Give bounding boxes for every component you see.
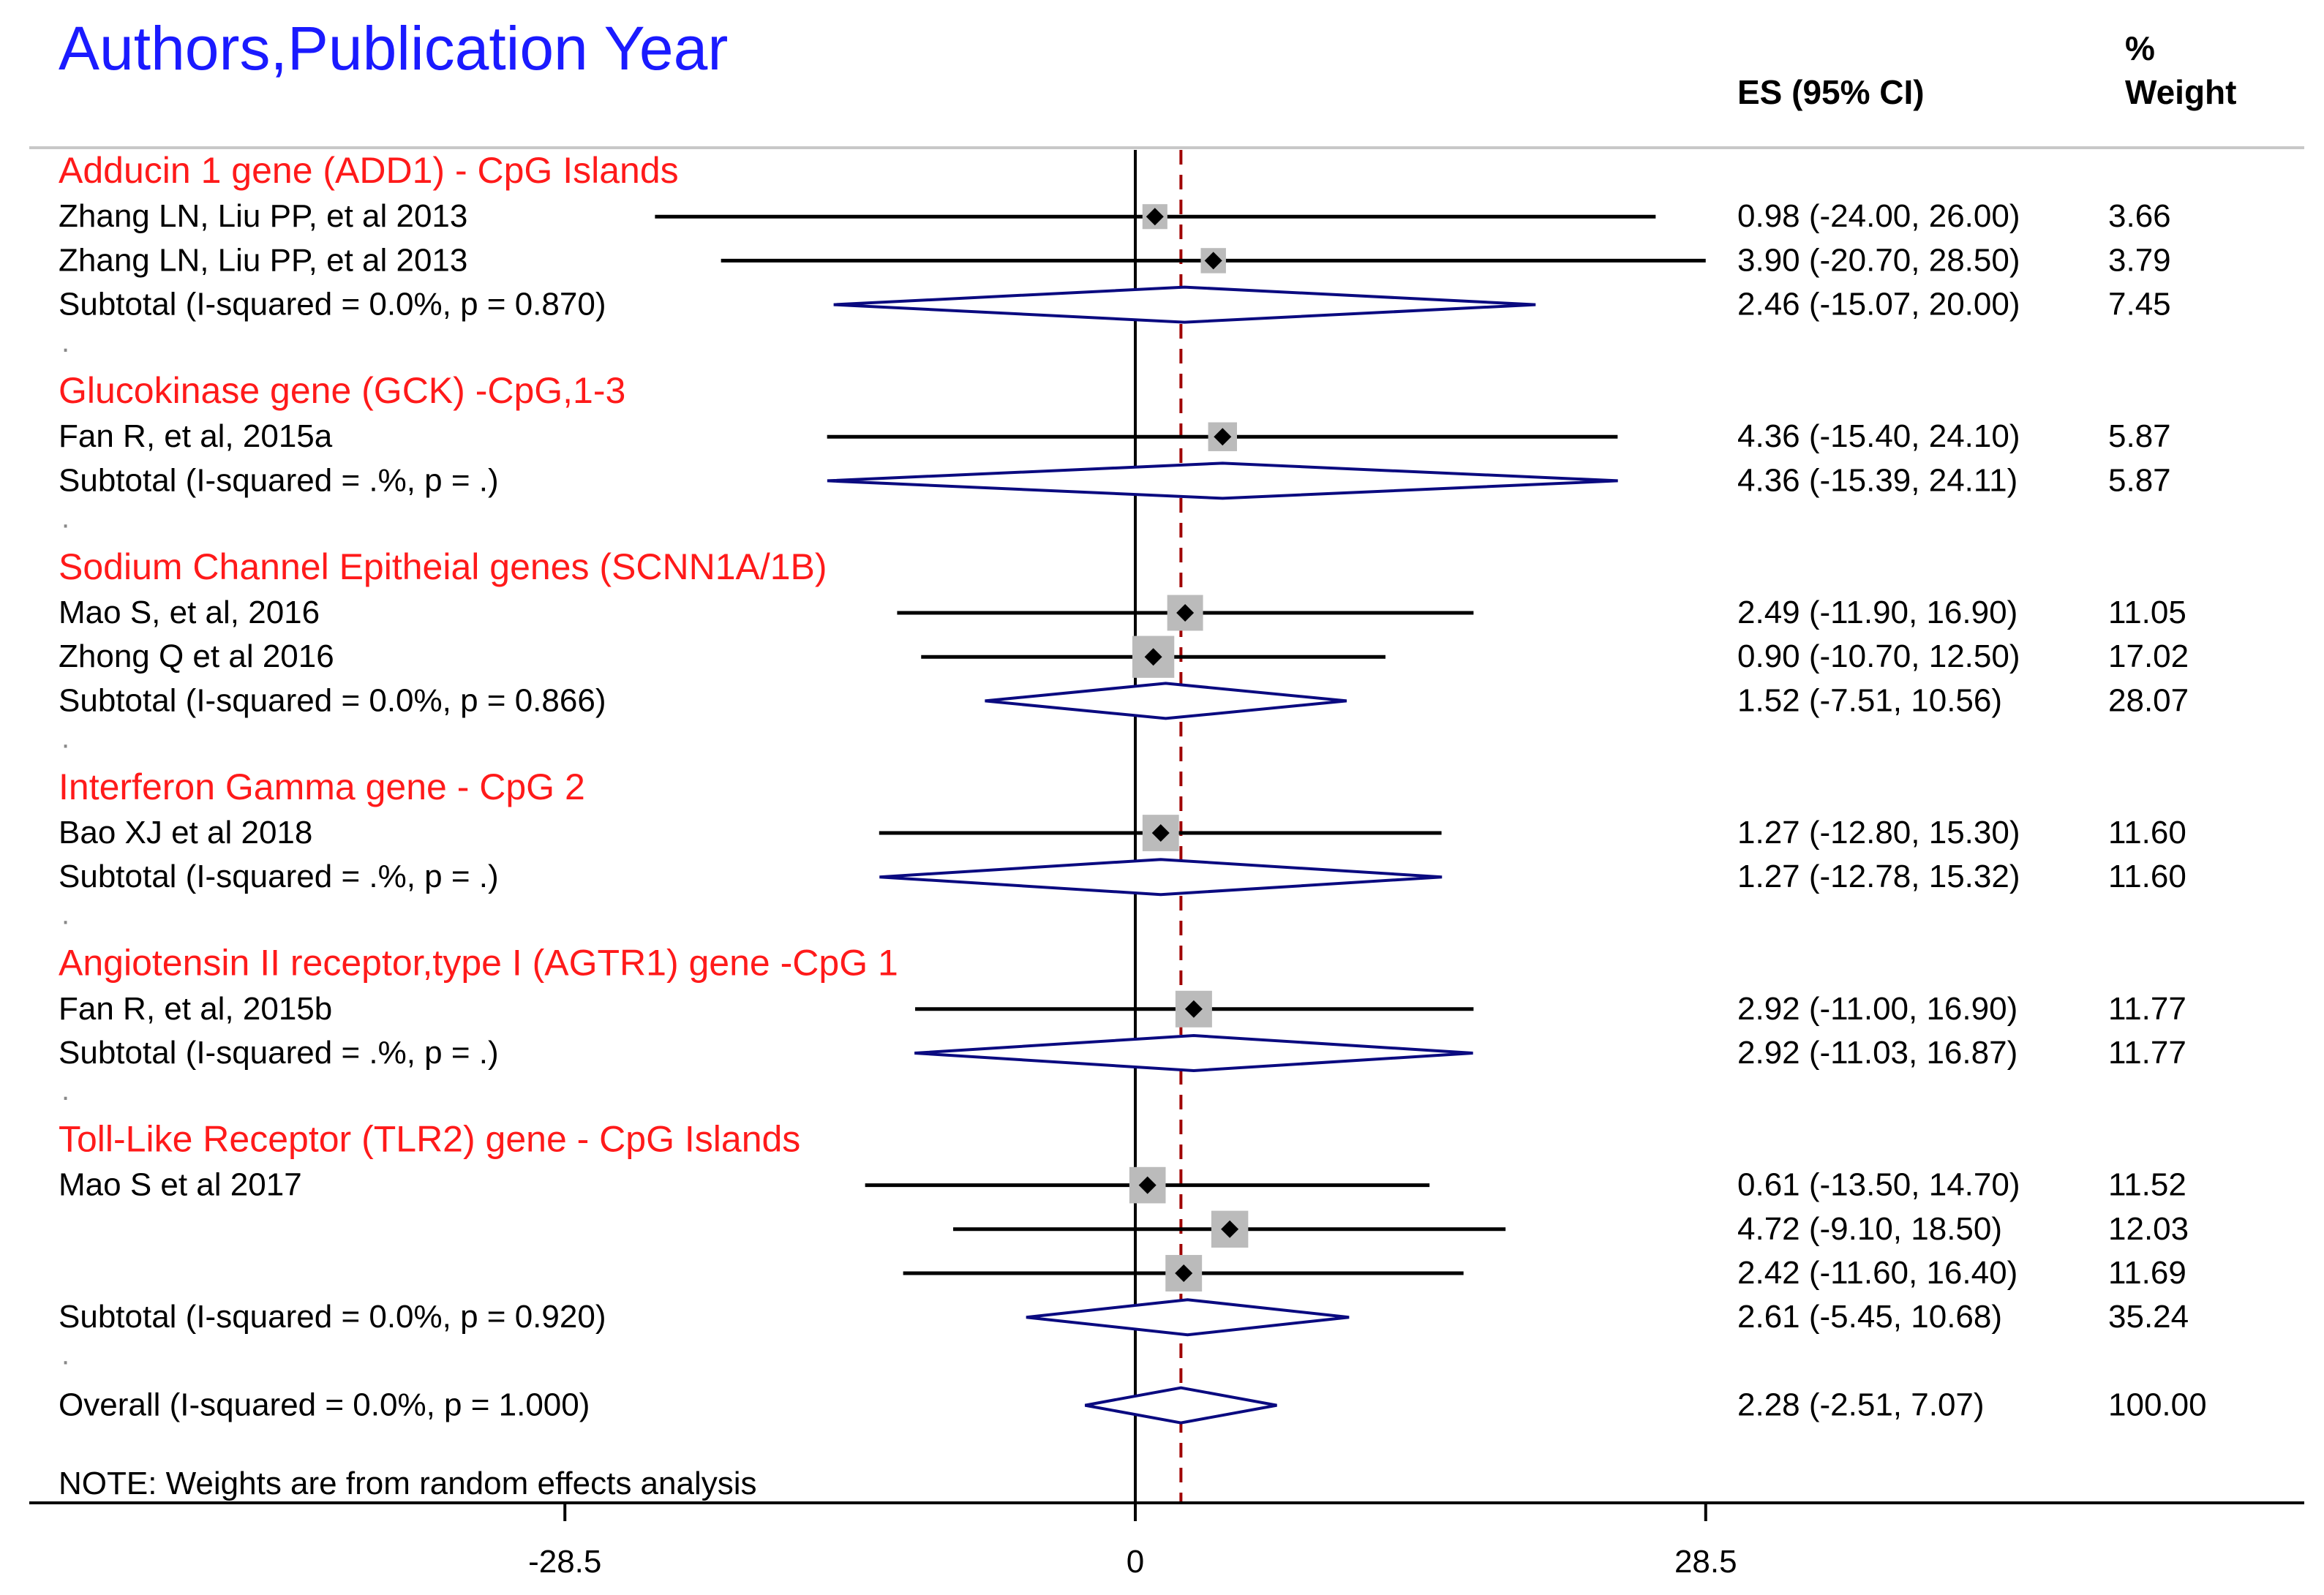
- weight-header-percent: %: [2125, 29, 2155, 67]
- study-es-ci-value: 0.98 (-24.00, 26.00): [1737, 198, 2020, 234]
- subtotal-diamond: [914, 1033, 1473, 1073]
- subtotal-weight-value: 28.07: [2108, 682, 2189, 718]
- weight-header-weight: Weight: [2125, 73, 2236, 111]
- study-label: Fan R, et al, 2015a: [59, 418, 333, 454]
- study-label: Zhong Q et al 2016: [59, 638, 334, 674]
- point-estimate-marker: [1151, 824, 1170, 842]
- subtotal-diamond: [1026, 1298, 1350, 1337]
- x-tick-label: 28.5: [1674, 1544, 1737, 1580]
- study-weight-value: 11.69: [2108, 1255, 2186, 1291]
- x-axis-ticks: -28.5 0 28.5: [528, 1503, 1737, 1580]
- rows-layer: Adducin 1 gene (ADD1) - CpG Islands Zhang…: [59, 150, 2207, 1425]
- subtotal-label: Subtotal (I-squared = 0.0%, p = 0.920): [59, 1299, 606, 1335]
- study-weight-value: 3.66: [2108, 198, 2171, 234]
- spacer-dot: .: [61, 326, 69, 358]
- point-estimate-marker: [1221, 1220, 1239, 1238]
- study-es-ci-value: 2.49 (-11.90, 16.90): [1737, 595, 2017, 630]
- study-label: Zhang LN, Liu PP, et al 2013: [59, 242, 467, 278]
- group-heading: Adducin 1 gene (ADD1) - CpG Islands: [59, 150, 679, 191]
- point-estimate-marker: [1175, 1264, 1193, 1282]
- study-label: Mao S, et al, 2016: [59, 595, 320, 630]
- subtotal-label: Subtotal (I-squared = 0.0%, p = 0.866): [59, 682, 606, 718]
- study-es-ci-value: 0.61 (-13.50, 14.70): [1737, 1167, 2020, 1203]
- study-weight-value: 5.87: [2108, 418, 2171, 454]
- point-estimate-marker: [1204, 252, 1222, 270]
- group-heading: Glucokinase gene (GCK) -CpG,1-3: [59, 370, 625, 411]
- study-weight-value: 11.52: [2108, 1167, 2186, 1203]
- subtotal-es-ci-value: 1.27 (-12.78, 15.32): [1737, 859, 2020, 894]
- study-label: Bao XJ et al 2018: [59, 815, 312, 851]
- subtotal-es-ci-value: 2.92 (-11.03, 16.87): [1737, 1035, 2017, 1071]
- study-es-ci-value: 3.90 (-20.70, 28.50): [1737, 242, 2020, 278]
- study-es-ci-value: 2.42 (-11.60, 16.40): [1737, 1255, 2017, 1291]
- subtotal-es-ci-value: 2.46 (-15.07, 20.00): [1737, 287, 2020, 323]
- x-tick-label: 0: [1127, 1544, 1144, 1580]
- study-es-ci-value: 4.72 (-9.10, 18.50): [1737, 1211, 2002, 1247]
- spacer-dot: .: [61, 898, 69, 930]
- overall-weight-value: 100.00: [2108, 1387, 2207, 1423]
- group-heading: Sodium Channel Epitheial genes (SCNN1A/1…: [59, 546, 827, 587]
- subtotal-label: Subtotal (I-squared = .%, p = .): [59, 1035, 499, 1071]
- subtotal-weight-value: 5.87: [2108, 462, 2171, 498]
- subtotal-label: Subtotal (I-squared = .%, p = .): [59, 462, 499, 498]
- group-heading: Toll-Like Receptor (TLR2) gene - CpG Isl…: [59, 1118, 800, 1159]
- study-es-ci-value: 0.90 (-10.70, 12.50): [1737, 638, 2020, 674]
- chart-title: Authors,Publication Year: [59, 14, 728, 83]
- point-estimate-marker: [1144, 648, 1162, 666]
- overall-label: Overall (I-squared = 0.0%, p = 1.000): [59, 1387, 590, 1423]
- subtotal-weight-value: 11.77: [2108, 1035, 2186, 1071]
- group-heading: Angiotensin II receptor,type I (AGTR1) g…: [59, 943, 898, 984]
- group-heading: Interferon Gamma gene - CpG 2: [59, 766, 585, 807]
- study-label: Fan R, et al, 2015b: [59, 991, 332, 1027]
- subtotal-diamond: [879, 858, 1443, 897]
- study-weight-value: 17.02: [2108, 638, 2189, 674]
- subtotal-weight-value: 35.24: [2108, 1299, 2189, 1335]
- subtotal-weight-value: 11.60: [2108, 859, 2186, 894]
- point-estimate-marker: [1146, 208, 1164, 226]
- study-weight-value: 3.79: [2108, 242, 2171, 278]
- overall-diamond: [1084, 1386, 1277, 1425]
- point-estimate-marker: [1176, 604, 1195, 622]
- overall-es-ci-value: 2.28 (-2.51, 7.07): [1737, 1387, 1985, 1423]
- spacer-dot: .: [61, 502, 69, 535]
- subtotal-label: Subtotal (I-squared = 0.0%, p = 0.870): [59, 287, 606, 323]
- point-estimate-marker: [1214, 428, 1232, 446]
- subtotal-weight-value: 7.45: [2108, 287, 2171, 323]
- study-weight-value: 11.60: [2108, 815, 2186, 851]
- subtotal-es-ci-value: 4.36 (-15.39, 24.11): [1737, 462, 2017, 498]
- point-estimate-marker: [1184, 1000, 1203, 1018]
- spacer-dot: .: [61, 1074, 69, 1106]
- es-column-header: ES (95% CI): [1737, 73, 1925, 111]
- weights-note: NOTE: Weights are from random effects an…: [59, 1466, 757, 1501]
- subtotal-label: Subtotal (I-squared = .%, p = .): [59, 859, 499, 894]
- study-weight-value: 11.77: [2108, 991, 2186, 1027]
- subtotal-diamond: [985, 682, 1347, 720]
- study-label: Mao S et al 2017: [59, 1167, 302, 1203]
- study-es-ci-value: 2.92 (-11.00, 16.90): [1737, 991, 2017, 1027]
- point-estimate-marker: [1138, 1176, 1157, 1194]
- subtotal-diamond: [827, 461, 1618, 500]
- study-weight-value: 12.03: [2108, 1211, 2189, 1247]
- subtotal-es-ci-value: 2.61 (-5.45, 10.68): [1737, 1299, 2002, 1335]
- study-es-ci-value: 1.27 (-12.80, 15.30): [1737, 815, 2020, 851]
- spacer-dot: .: [61, 723, 69, 755]
- spacer-dot: .: [61, 1338, 69, 1370]
- study-es-ci-value: 4.36 (-15.40, 24.10): [1737, 418, 2020, 454]
- subtotal-diamond: [833, 285, 1536, 324]
- study-label: Zhang LN, Liu PP, et al 2013: [59, 198, 467, 234]
- subtotal-es-ci-value: 1.52 (-7.51, 10.56): [1737, 682, 2002, 718]
- x-tick-label: -28.5: [528, 1544, 601, 1580]
- study-weight-value: 11.05: [2108, 595, 2186, 630]
